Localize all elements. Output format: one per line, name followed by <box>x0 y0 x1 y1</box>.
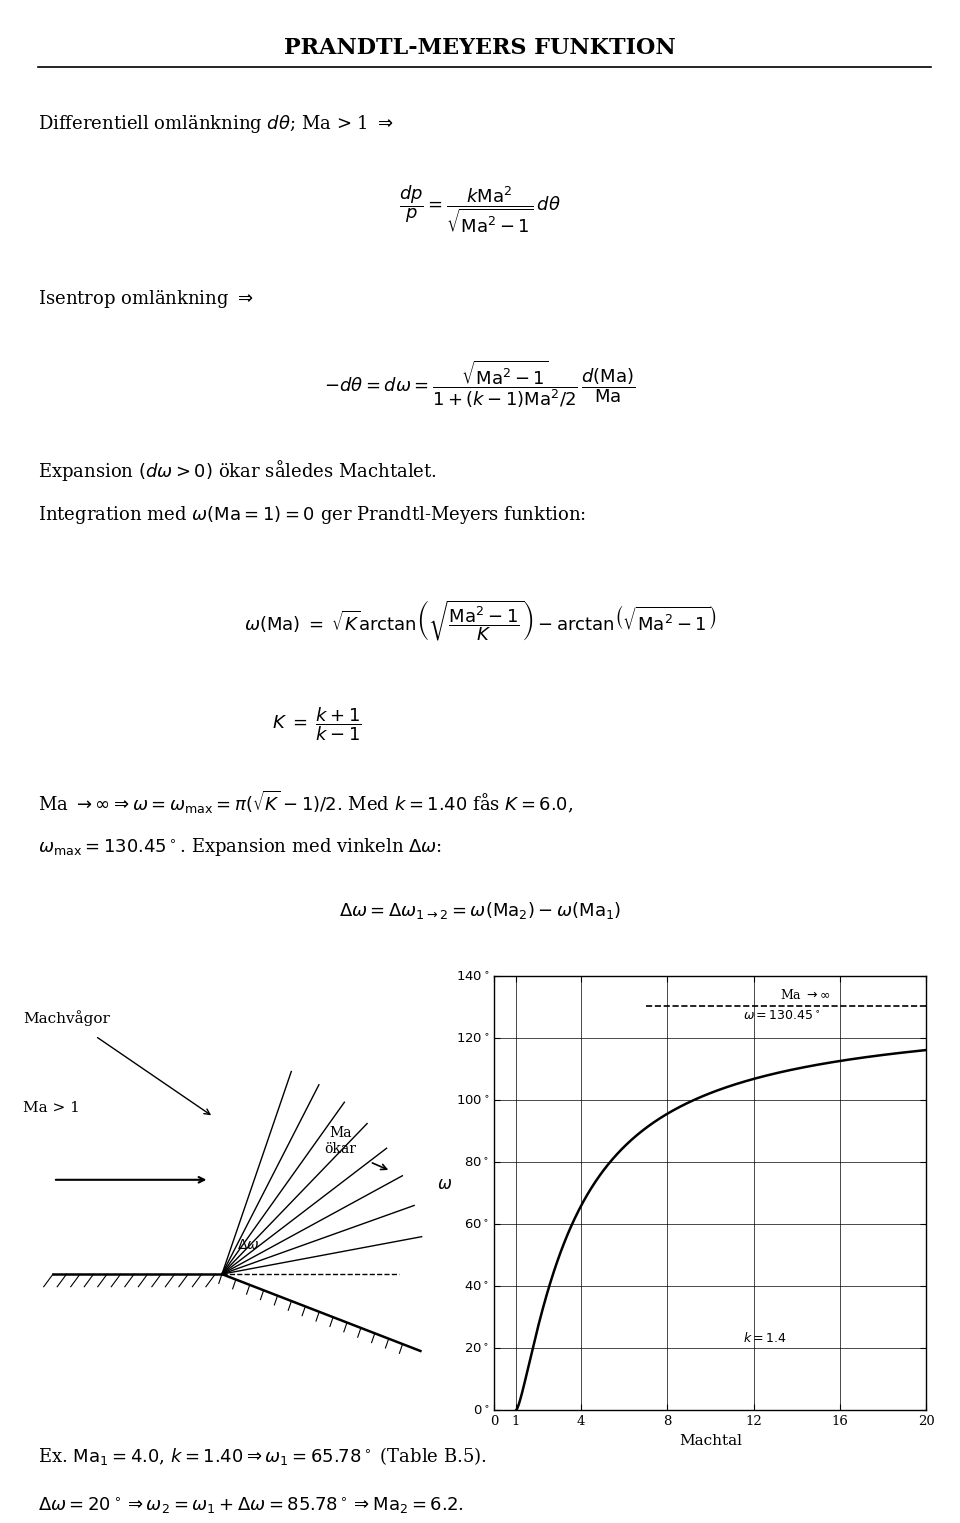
Text: Ma > 1: Ma > 1 <box>23 1101 81 1115</box>
Text: $K\; =\; \dfrac{k+1}{k-1}$: $K\; =\; \dfrac{k+1}{k-1}$ <box>272 705 362 743</box>
Text: PRANDTL-MEYERS FUNKTION: PRANDTL-MEYERS FUNKTION <box>284 37 676 58</box>
Text: Isentrop omlänkning $\Rightarrow$: Isentrop omlänkning $\Rightarrow$ <box>38 288 253 309</box>
Text: $\omega = 130.45^\circ$: $\omega = 130.45^\circ$ <box>743 1010 820 1022</box>
Text: Ma $\rightarrow \infty \Rightarrow \omega = \omega_{\mathrm{max}} = \pi(\sqrt{K}: Ma $\rightarrow \infty \Rightarrow \omeg… <box>38 789 574 816</box>
Text: $\omega_{\mathrm{max}} = 130.45^\circ$. Expansion med vinkeln $\Delta\omega$:: $\omega_{\mathrm{max}} = 130.45^\circ$. … <box>38 836 443 857</box>
Text: $k = 1.4$: $k = 1.4$ <box>743 1331 786 1345</box>
X-axis label: Machtal: Machtal <box>679 1433 742 1448</box>
Text: Ma
ökar: Ma ökar <box>324 1125 356 1156</box>
Text: Differentiell omlänkning $d\theta$; Ma > 1 $\Rightarrow$: Differentiell omlänkning $d\theta$; Ma >… <box>38 113 395 134</box>
Text: Ex. $\mathrm{Ma}_1 = 4.0$, $k = 1.40 \Rightarrow \omega_1 = 65.78^\circ$ (Table : Ex. $\mathrm{Ma}_1 = 4.0$, $k = 1.40 \Ri… <box>38 1445 488 1467</box>
Y-axis label: $\omega$: $\omega$ <box>437 1176 452 1194</box>
Text: $\dfrac{dp}{p} = \dfrac{k\mathrm{Ma}^2}{\sqrt{\mathrm{Ma}^2 - 1}}\, d\theta$: $\dfrac{dp}{p} = \dfrac{k\mathrm{Ma}^2}{… <box>399 184 561 236</box>
Text: $-d\theta = d\omega = \dfrac{\sqrt{\mathrm{Ma}^2 - 1}}{1 + (k-1)\mathrm{Ma}^2/2}: $-d\theta = d\omega = \dfrac{\sqrt{\math… <box>324 358 636 410</box>
Text: Machvågor: Machvågor <box>23 1010 110 1025</box>
Text: Ma $\rightarrow\infty$: Ma $\rightarrow\infty$ <box>780 988 830 1002</box>
Text: $\Delta\omega = 20^\circ \Rightarrow \omega_2 = \omega_1 + \Delta\omega = 85.78^: $\Delta\omega = 20^\circ \Rightarrow \om… <box>38 1496 464 1515</box>
Text: $\omega(\mathrm{Ma})\; =\; \sqrt{K}\arctan\!\left(\sqrt{\dfrac{\mathrm{Ma}^2 - 1: $\omega(\mathrm{Ma})\; =\; \sqrt{K}\arct… <box>244 599 716 643</box>
Text: $\Delta\omega$: $\Delta\omega$ <box>237 1238 259 1252</box>
Text: Expansion $(d\omega > 0)$ ökar således Machtalet.: Expansion $(d\omega > 0)$ ökar således M… <box>38 458 438 483</box>
Text: Integration med $\omega(\mathrm{Ma} = 1) = 0$ ger Prandtl-Meyers funktion:: Integration med $\omega(\mathrm{Ma} = 1)… <box>38 504 587 525</box>
Text: $\Delta\omega = \Delta\omega_{1 \rightarrow 2} = \omega(\mathrm{Ma}_2) - \omega(: $\Delta\omega = \Delta\omega_{1 \rightar… <box>339 900 621 921</box>
